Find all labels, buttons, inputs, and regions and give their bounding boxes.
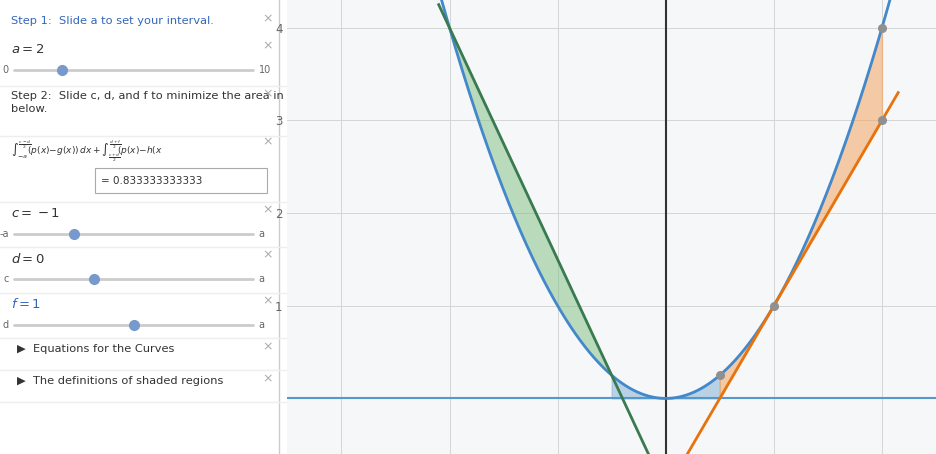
Text: $d=0$: $d=0$ (11, 252, 46, 266)
Text: c: c (3, 274, 8, 284)
Text: 10: 10 (258, 65, 271, 75)
Text: $\int_{-a}^{\frac{c-d}{2}}\!\!(p(x){-}g(x))\,dx + \int_{\frac{c+d}{2}}^{\frac{d+: $\int_{-a}^{\frac{c-d}{2}}\!\!(p(x){-}g(… (11, 138, 163, 164)
Text: Step 1:  Slide a to set your interval.: Step 1: Slide a to set your interval. (11, 16, 214, 26)
Text: $c=-1$: $c=-1$ (11, 207, 61, 220)
Text: -a: -a (0, 229, 8, 239)
Text: ×: × (262, 373, 272, 385)
Text: a: a (258, 274, 265, 284)
Text: 0: 0 (3, 65, 8, 75)
Text: $a=2$: $a=2$ (11, 43, 45, 56)
Text: ×: × (262, 88, 272, 100)
Text: ▶  The definitions of shaded regions: ▶ The definitions of shaded regions (17, 376, 224, 386)
Text: ×: × (262, 203, 272, 216)
Bar (95, 168, 268, 193)
Text: a: a (258, 229, 265, 239)
Text: ×: × (262, 249, 272, 262)
Text: ×: × (262, 135, 272, 148)
Text: = 0.833333333333: = 0.833333333333 (100, 176, 202, 186)
Text: ×: × (262, 13, 272, 25)
Text: ×: × (262, 40, 272, 53)
Text: ×: × (262, 341, 272, 354)
Text: a: a (258, 320, 265, 330)
Text: $f=1$: $f=1$ (11, 297, 42, 311)
Text: ▶  Equations for the Curves: ▶ Equations for the Curves (17, 344, 175, 354)
Text: Step 2:  Slide c, d, and f to minimize the area in the box
below.: Step 2: Slide c, d, and f to minimize th… (11, 91, 330, 114)
Text: d: d (3, 320, 8, 330)
Text: ×: × (262, 294, 272, 307)
